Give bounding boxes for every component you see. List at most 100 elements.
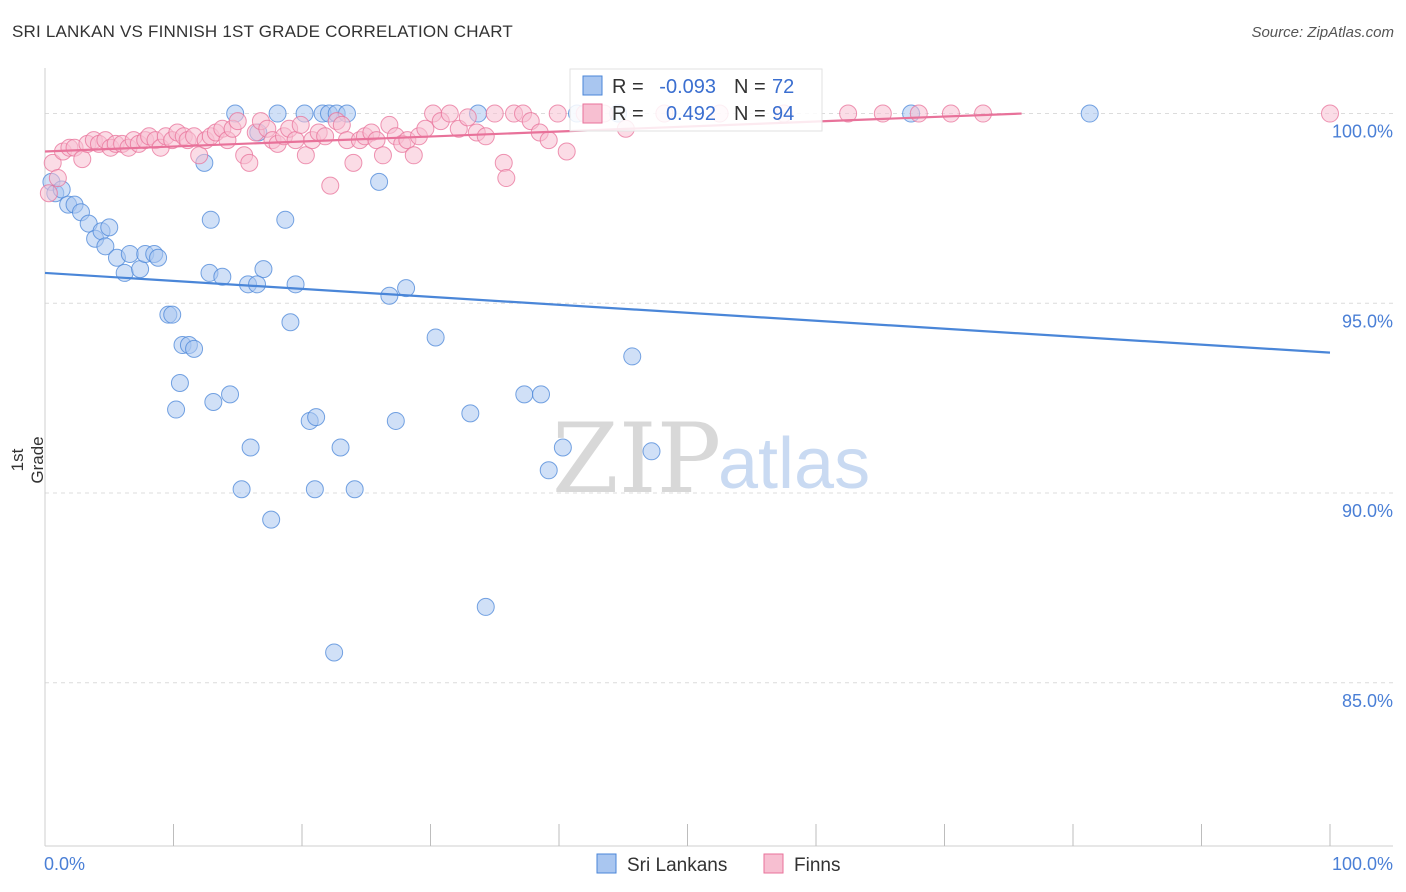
point-sri-lankans — [476, 597, 495, 616]
point-sri-lankans — [149, 248, 168, 267]
point-sri-lankans — [426, 328, 445, 347]
watermark-zip: ZIP — [552, 403, 721, 515]
legend-label-finns: Finns — [794, 855, 840, 876]
point-sri-lankans — [170, 373, 189, 392]
bottom-legend: Sri Lankans Finns — [596, 853, 840, 876]
point-finns — [557, 142, 576, 161]
point-finns — [476, 127, 495, 146]
point-sri-lankans — [331, 438, 350, 457]
axis-layer — [44, 68, 1393, 847]
trendline-finns — [44, 112, 1022, 153]
point-finns — [485, 104, 504, 123]
stats-n-value-1: 72 — [772, 76, 794, 98]
point-sri-lankans — [241, 438, 260, 457]
point-sri-lankans — [623, 347, 642, 366]
watermark-atlas: atlas — [718, 424, 870, 504]
point-finns — [286, 131, 305, 150]
y-tick-label: 90.0% — [1342, 501, 1393, 521]
point-finns — [228, 112, 247, 131]
point-finns — [1321, 104, 1339, 123]
point-sri-lankans — [1080, 104, 1099, 123]
point-finns — [190, 146, 209, 165]
point-sri-lankans — [553, 438, 572, 457]
legend-swatch-finns — [763, 853, 784, 874]
point-sri-lankans — [345, 480, 364, 499]
point-finns — [321, 176, 340, 195]
point-finns — [941, 104, 960, 123]
point-finns — [539, 131, 558, 150]
watermark: ZIP atlas — [552, 403, 870, 515]
point-sri-lankans — [286, 275, 305, 294]
grid-layer — [45, 113, 1393, 684]
point-sri-lankans — [201, 210, 220, 229]
chart-title: SRI LANKAN VS FINNISH 1ST GRADE CORRELAT… — [12, 22, 514, 41]
point-sri-lankans — [163, 305, 182, 324]
point-sri-lankans — [307, 408, 326, 427]
point-sri-lankans — [325, 643, 344, 662]
stats-n-value-2: 94 — [772, 103, 794, 125]
point-finns — [48, 169, 67, 188]
point-sri-lankans — [204, 392, 223, 411]
stats-r-label-1: R = — [612, 76, 644, 98]
point-sri-lankans — [515, 385, 534, 404]
point-sri-lankans — [96, 237, 115, 256]
point-finns — [494, 153, 513, 172]
stats-n-label-1: N = — [734, 76, 766, 98]
point-finns — [316, 127, 335, 146]
point-sri-lankans — [397, 279, 416, 298]
stats-r-value-1: -0.093 — [659, 76, 716, 98]
stats-swatch-sri-lankans — [582, 75, 603, 96]
point-finns — [39, 184, 58, 203]
stats-swatch-finns — [582, 103, 603, 124]
trend-layer — [44, 112, 1331, 354]
point-sri-lankans — [120, 244, 139, 263]
point-sri-lankans — [248, 275, 267, 294]
legend-label-sri-lankans: Sri Lankans — [627, 855, 727, 876]
point-finns — [344, 153, 363, 172]
stats-box-frame — [569, 68, 823, 132]
point-sri-lankans — [305, 480, 324, 499]
trendline-sri-lankans — [44, 271, 1331, 354]
point-sri-lankans — [213, 267, 232, 286]
point-finns — [548, 104, 567, 123]
point-sri-lankans — [232, 480, 251, 499]
point-sri-lankans — [167, 400, 186, 419]
x-tick-label-max: 100.0% — [1332, 854, 1393, 874]
legend-swatch-sri-lankans — [596, 853, 617, 874]
point-finns — [373, 146, 392, 165]
point-finns — [839, 104, 858, 123]
point-finns — [440, 104, 459, 123]
y-tick-label: 95.0% — [1342, 311, 1393, 331]
point-sri-lankans — [539, 461, 558, 480]
point-finns — [296, 146, 315, 165]
y-tick-label: 85.0% — [1342, 691, 1393, 711]
stats-n-label-2: N = — [734, 103, 766, 125]
point-finns — [458, 108, 477, 127]
point-finns — [909, 104, 928, 123]
point-finns — [404, 146, 423, 165]
point-finns — [240, 153, 259, 172]
point-sri-lankans — [642, 442, 661, 461]
point-sri-lankans — [281, 313, 300, 332]
point-sri-lankans — [131, 260, 150, 279]
point-finns — [332, 115, 351, 134]
point-sri-lankans — [221, 385, 240, 404]
point-sri-lankans — [262, 510, 281, 529]
stats-legend-box: R = -0.093 N = 72 R = 0.492 N = 94 — [569, 68, 823, 132]
point-sri-lankans — [370, 172, 389, 191]
point-finns — [73, 150, 92, 169]
point-sri-lankans — [276, 210, 295, 229]
point-sri-lankans — [461, 404, 480, 423]
point-finns — [291, 115, 310, 134]
point-sri-lankans — [185, 339, 204, 358]
y-tick-labels: 100.0% 95.0% 90.0% 85.0% — [1332, 122, 1393, 711]
point-finns — [497, 169, 516, 188]
points-layer — [39, 104, 1339, 662]
point-sri-lankans — [254, 260, 273, 279]
point-finns — [974, 104, 993, 123]
point-sri-lankans — [532, 385, 551, 404]
stats-r-label-2: R = — [612, 103, 644, 125]
y-tick-label: 100.0% — [1332, 122, 1393, 142]
stats-r-value-2: 0.492 — [666, 103, 716, 125]
